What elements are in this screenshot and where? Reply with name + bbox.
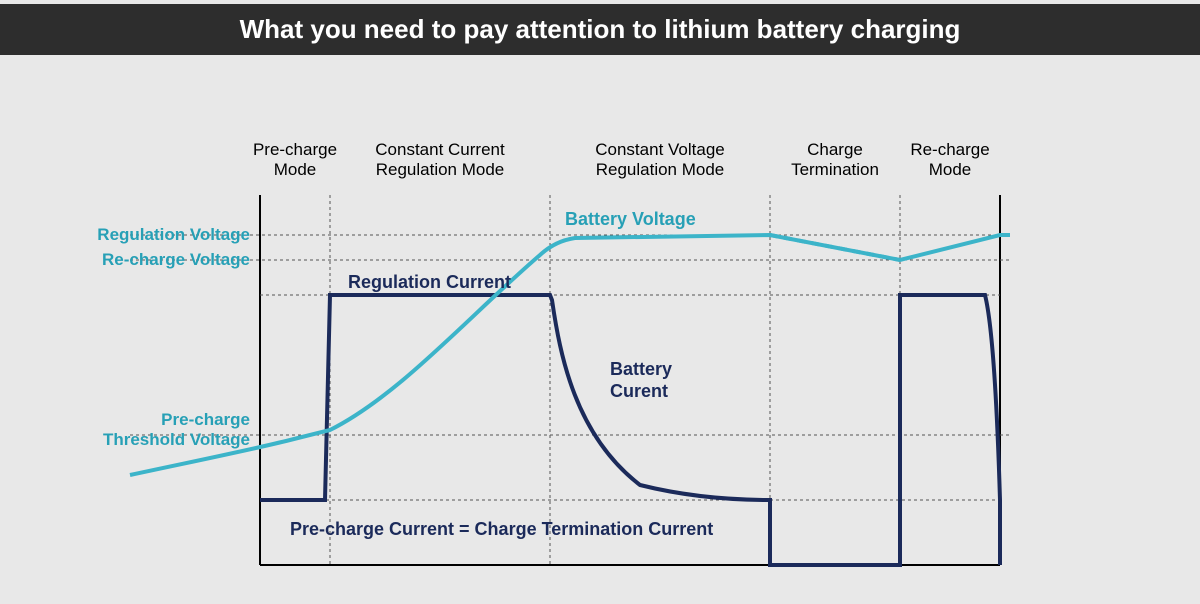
phase-label-1-l1: Constant Current (375, 140, 505, 159)
phase-label-2-l1: Constant Voltage (595, 140, 724, 159)
title-bar: What you need to pay attention to lithiu… (0, 4, 1200, 55)
chart-area: Pre-charge Mode Constant Current Regulat… (0, 55, 1200, 575)
phase-label-3-l2: Termination (791, 160, 879, 179)
label-regulation-current: Regulation Current (348, 272, 511, 292)
label-battery-current-2: Curent (610, 381, 668, 401)
ylabel-precharge-2: Threshold Voltage (103, 430, 250, 449)
page-title: What you need to pay attention to lithiu… (240, 14, 961, 44)
ylabel-recharge-voltage: Re-charge Voltage (102, 250, 250, 269)
phase-label-0-l1: Pre-charge (253, 140, 337, 159)
voltage-curve (130, 235, 1010, 475)
phase-label-4-l1: Re-charge (910, 140, 989, 159)
label-precharge-eq: Pre-charge Current = Charge Termination … (290, 519, 713, 539)
charging-profile-chart: Pre-charge Mode Constant Current Regulat… (0, 55, 1200, 575)
label-battery-voltage: Battery Voltage (565, 209, 696, 229)
phase-label-1-l2: Regulation Mode (376, 160, 505, 179)
phase-label-4-l2: Mode (929, 160, 972, 179)
label-battery-current-1: Battery (610, 359, 672, 379)
phase-label-3-l1: Charge (807, 140, 863, 159)
phase-label-0-l2: Mode (274, 160, 317, 179)
ylabel-precharge-1: Pre-charge (161, 410, 250, 429)
phase-label-2-l2: Regulation Mode (596, 160, 725, 179)
ylabel-reg-voltage: Regulation Voltage (97, 225, 250, 244)
